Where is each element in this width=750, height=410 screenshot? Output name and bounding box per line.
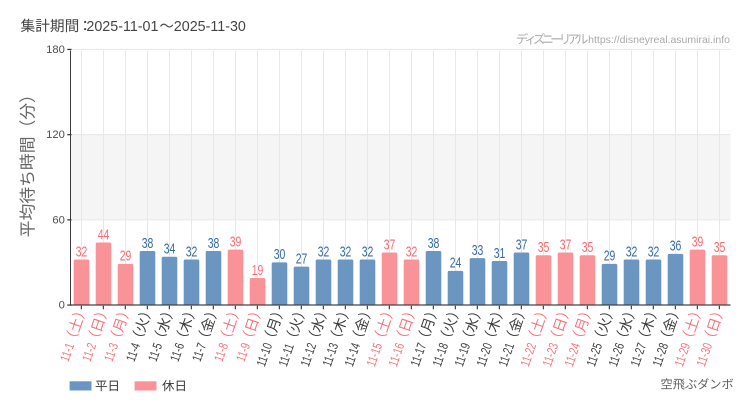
svg-text:2025-11-30: 2025-11-30 [174,19,246,35]
svg-text:32: 32 [318,244,330,260]
svg-text:11-2: 11-2 [81,341,100,363]
svg-text:27: 27 [296,251,308,267]
svg-text:36: 36 [670,238,682,254]
svg-text:33: 33 [472,242,484,258]
svg-text:11-6: 11-6 [169,341,188,363]
svg-text:11-7: 11-7 [191,341,210,363]
svg-text:29: 29 [120,248,132,264]
svg-text:38: 38 [208,235,220,251]
svg-text:38: 38 [142,235,154,251]
svg-text:11-1: 11-1 [59,341,78,363]
svg-text:32: 32 [362,244,374,260]
svg-text:39: 39 [692,234,704,250]
svg-text:120: 120 [46,129,65,141]
svg-text:32: 32 [76,244,88,260]
svg-text:35: 35 [714,239,726,255]
svg-text:32: 32 [186,244,198,260]
svg-text:11-4: 11-4 [125,341,144,363]
svg-text:38: 38 [428,235,440,251]
svg-text:30: 30 [274,247,286,263]
svg-text:19: 19 [252,262,264,278]
svg-text:11-8: 11-8 [213,341,232,363]
svg-text:24: 24 [450,255,462,271]
svg-text:https://disneyreal.asumirai.in: https://disneyreal.asumirai.info [588,34,730,46]
svg-text:32: 32 [648,244,660,260]
svg-text:32: 32 [340,244,352,260]
svg-text:37: 37 [560,237,572,253]
svg-text:11-5: 11-5 [147,341,166,363]
svg-text:37: 37 [384,237,396,253]
svg-text:2025-11-01: 2025-11-01 [86,19,158,35]
svg-text:32: 32 [626,244,638,260]
svg-text:11-9: 11-9 [235,341,254,363]
svg-text:0: 0 [59,300,65,312]
svg-text:39: 39 [230,234,242,250]
svg-text:31: 31 [494,245,506,261]
svg-text:60: 60 [52,214,64,226]
svg-text:180: 180 [46,44,65,56]
svg-text:34: 34 [164,241,176,257]
svg-text:35: 35 [538,239,550,255]
svg-text:37: 37 [516,237,528,253]
svg-text:35: 35 [582,239,594,255]
svg-text:44: 44 [98,227,110,243]
svg-text:29: 29 [604,248,616,264]
svg-text:32: 32 [406,244,418,260]
svg-text:11-3: 11-3 [103,341,122,363]
